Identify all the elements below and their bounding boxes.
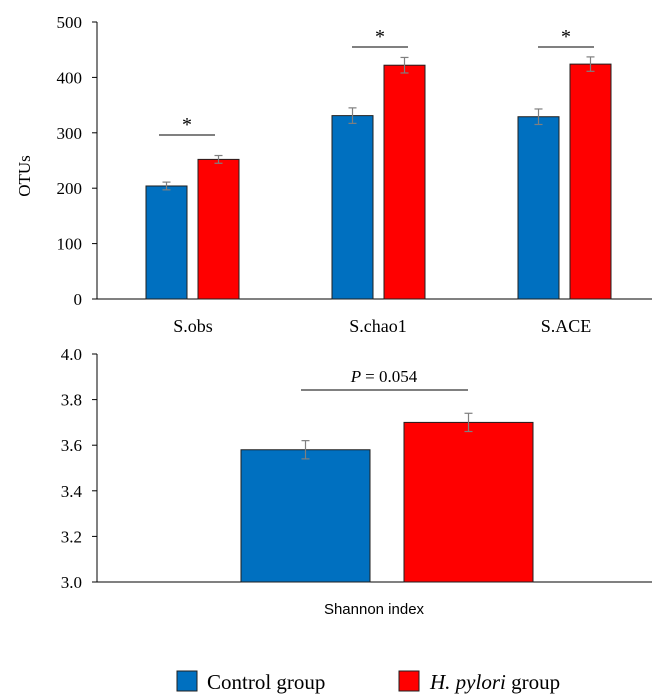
p-value: = 0.054 xyxy=(365,367,418,386)
x-tick-label: S.chao1 xyxy=(349,316,407,336)
p-label: P xyxy=(350,367,361,386)
y-tick-label: 300 xyxy=(57,124,83,143)
legend-label-control: Control group xyxy=(207,670,325,694)
shannon-bar-chart: 3.0 3.2 3.4 3.6 3.8 4.0 P = 0.054 Shannon inde… xyxy=(61,345,652,618)
y-tick-label: 4.0 xyxy=(61,345,82,364)
y-tick-label: 3.6 xyxy=(61,436,82,455)
significance-star: * xyxy=(375,26,385,48)
bar-shannon-index-control xyxy=(240,449,371,583)
y-tick-label: 200 xyxy=(57,179,83,198)
bar-s-ace-control xyxy=(517,116,560,300)
legend-label-hpylori: H. pylori group xyxy=(429,670,560,694)
significance-star: * xyxy=(182,114,192,136)
x-tick-label: S.obs xyxy=(173,316,213,336)
bar-shannon-index-hpylori xyxy=(403,421,534,583)
y-axis-label: OTUs xyxy=(15,155,34,197)
legend-swatch-hpylori xyxy=(398,670,420,692)
y-tick-label: 0 xyxy=(74,290,83,309)
y-tick-label: 3.4 xyxy=(61,482,83,501)
y-tick-label: 500 xyxy=(57,13,83,32)
otus-bar-chart: OTUs 0 100 200 300 400 500 * * * S.obs S.chao1 S.… xyxy=(15,13,652,336)
y-tick-label: 3.2 xyxy=(61,527,82,546)
x-axis-label: Shannon index xyxy=(324,601,425,618)
y-tick-label: 100 xyxy=(57,235,83,254)
y-tick-label: 400 xyxy=(57,68,83,87)
bar-s-chao1-control xyxy=(331,115,374,300)
p-value-annotation: P = 0.054 xyxy=(350,367,418,386)
bar-s-obs-control xyxy=(145,185,188,300)
significance-star: * xyxy=(561,26,571,48)
y-tick-label: 3.8 xyxy=(61,391,82,410)
legend: Control group H. pylori group xyxy=(176,670,560,694)
legend-swatch-control xyxy=(176,670,198,692)
bar-s-ace-hpylori xyxy=(569,63,612,300)
x-tick-label: S.ACE xyxy=(541,316,592,336)
bar-s-chao1-hpylori xyxy=(383,64,426,300)
bar-s-obs-hpylori xyxy=(197,158,240,300)
y-tick-label: 3.0 xyxy=(61,573,82,592)
